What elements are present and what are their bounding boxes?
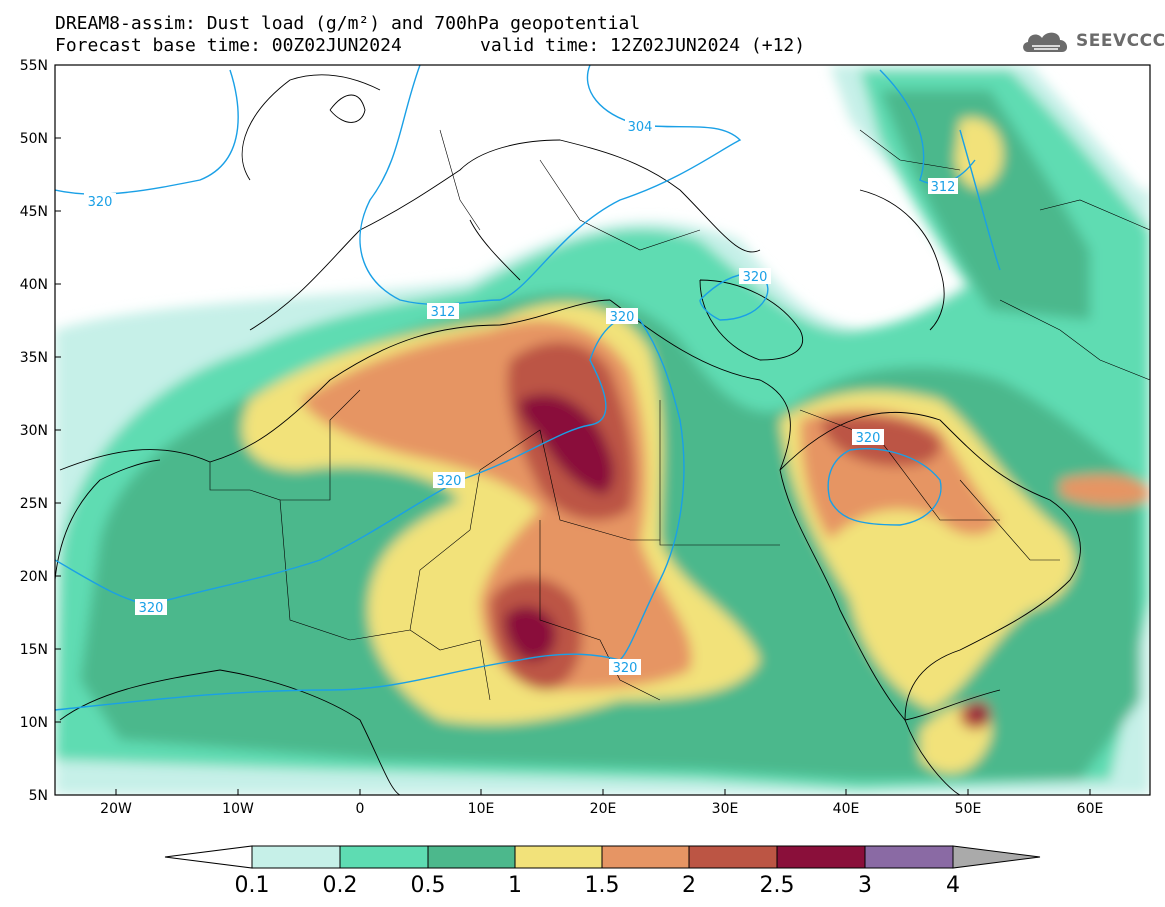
lat-label: 15N — [20, 642, 48, 658]
logo-text: SEEVCCC — [1076, 31, 1165, 51]
contour-label: 320 — [613, 661, 638, 676]
contour-labels: 304 312 312 320 320 320 320 320 320 320 — [84, 118, 958, 676]
contour-label: 320 — [88, 195, 113, 210]
lat-label: 25N — [20, 496, 48, 512]
lon-label: 0 — [356, 801, 365, 817]
lon-label: 50E — [955, 801, 982, 817]
dust-field — [55, 65, 1150, 795]
contour-label: 320 — [139, 601, 164, 616]
lon-label: 20W — [100, 801, 132, 817]
lon-label: 10W — [222, 801, 254, 817]
seevccc-logo: SEEVCCC — [1020, 26, 1165, 56]
lat-label: 45N — [20, 204, 48, 220]
dust-band-2.5 — [519, 394, 615, 495]
lat-label: 35N — [20, 350, 48, 366]
lat-label: 20N — [20, 569, 48, 585]
contour-label: 320 — [610, 310, 635, 325]
lon-label: 10E — [468, 801, 495, 817]
geopotential-contours — [55, 65, 1001, 711]
contour-label: 320 — [856, 431, 881, 446]
lat-label: 30N — [20, 423, 48, 439]
map-title: DREAM8-assim: Dust load (g/m²) and 700hP… — [55, 13, 641, 34]
coastlines — [55, 74, 1081, 795]
contour-label: 312 — [431, 305, 456, 320]
forecast-base-time: Forecast base time: 00Z02JUN2024 — [55, 35, 402, 56]
longitude-axis — [115, 789, 1091, 795]
lat-label: 55N — [20, 58, 48, 74]
lon-label: 30E — [712, 801, 739, 817]
lon-label: 60E — [1077, 801, 1104, 817]
lat-label: 10N — [20, 715, 48, 731]
lat-label: 40N — [20, 277, 48, 293]
lat-label: 50N — [20, 131, 48, 147]
valid-time: valid time: 12Z02JUN2024 (+12) — [480, 35, 806, 56]
contour-label: 312 — [931, 180, 956, 195]
contour-label: 304 — [628, 120, 653, 135]
lat-label: 5N — [29, 788, 48, 804]
latitude-axis — [55, 64, 61, 796]
cloud-icon — [1023, 32, 1068, 52]
borders — [209, 129, 1150, 701]
contour-label: 320 — [743, 270, 768, 285]
lon-label: 40E — [833, 801, 860, 817]
lon-label: 20E — [590, 801, 617, 817]
contour-label: 320 — [437, 474, 462, 489]
